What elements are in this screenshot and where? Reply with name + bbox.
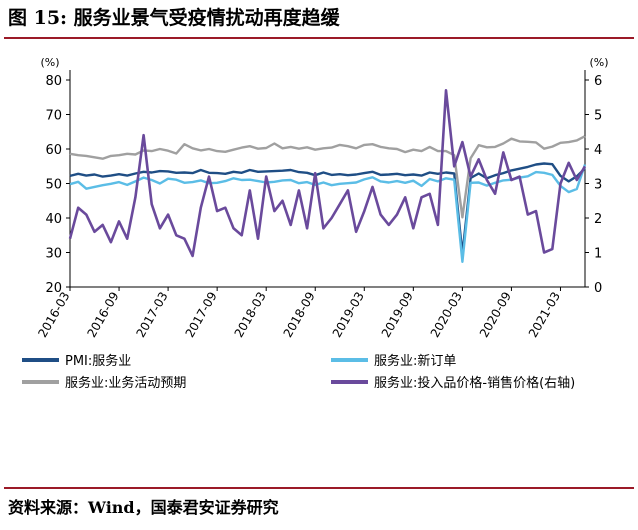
x-axis-tick-label: 2016-03 bbox=[35, 290, 72, 340]
left-axis-tick-label: 80 bbox=[45, 74, 62, 89]
source-note: 资料来源：Wind，国泰君安证券研究 bbox=[8, 498, 279, 517]
x-axis-tick-label: 2017-03 bbox=[133, 290, 170, 340]
right-axis-tick-label: 3 bbox=[594, 178, 602, 193]
series-line-3 bbox=[68, 89, 587, 258]
x-axis-tick-label: 2020-09 bbox=[477, 290, 514, 340]
left-axis-tick-label: 30 bbox=[45, 247, 62, 262]
left-axis-unit: (%) bbox=[40, 56, 59, 69]
left-axis-tick-label: 20 bbox=[45, 281, 62, 296]
x-axis-tick-label: 2016-09 bbox=[84, 290, 121, 340]
left-axis-tick-label: 50 bbox=[45, 178, 62, 193]
title-divider bbox=[4, 37, 634, 39]
left-axis-tick-label: 40 bbox=[45, 212, 62, 227]
right-axis-tick-label: 6 bbox=[594, 74, 602, 89]
right-axis-tick-label: 0 bbox=[594, 281, 602, 296]
source-divider bbox=[4, 487, 634, 489]
right-axis-unit: (%) bbox=[589, 56, 608, 69]
left-axis-tick-label: 60 bbox=[45, 143, 62, 158]
x-axis-tick-label: 2018-09 bbox=[281, 290, 318, 340]
x-axis-tick-label: 2021-03 bbox=[526, 290, 563, 340]
right-axis-tick-label: 2 bbox=[594, 212, 602, 227]
right-axis-tick-label: 5 bbox=[594, 109, 602, 124]
series-line-2 bbox=[69, 135, 586, 219]
x-axis-tick-label: 2018-03 bbox=[232, 290, 269, 340]
x-axis-tick-label: 2019-09 bbox=[379, 290, 416, 340]
line-chart: 20 30 40 50 60 70 80 0 1 2 3 4 5 6 (%) (%) 2016-03 2016-0… bbox=[35, 56, 608, 340]
right-axis-tick-label: 1 bbox=[594, 247, 602, 262]
x-axis-tick-label: 2017-09 bbox=[183, 290, 220, 340]
series-line-1 bbox=[69, 164, 587, 263]
right-axis-tick-label: 4 bbox=[594, 143, 602, 158]
x-axis-tick-label: 2020-03 bbox=[428, 290, 465, 340]
x-axis-tick-label: 2019-03 bbox=[330, 290, 367, 340]
figure-title: 图 15: 服务业景气受疫情扰动再度趋缓 bbox=[8, 7, 340, 29]
left-axis-tick-label: 70 bbox=[45, 109, 62, 124]
